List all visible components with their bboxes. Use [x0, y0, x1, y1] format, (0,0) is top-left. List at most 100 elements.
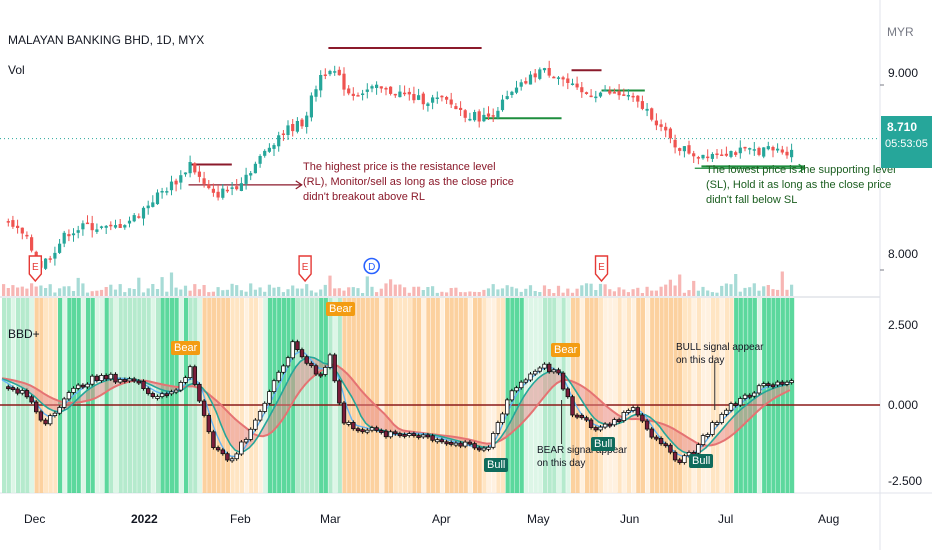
indicator-candle-body [341, 402, 347, 424]
indicator-candle-body [481, 447, 487, 451]
symbol-title[interactable]: MALAYAN BANKING BHD, 1D, MYX [8, 33, 205, 47]
indicator-band [2, 298, 7, 493]
volume-bar [188, 290, 192, 296]
volume-bar [533, 291, 537, 296]
candle-body [197, 171, 201, 177]
indicator-candle-body [104, 374, 109, 380]
bull-signal-tag[interactable]: Bull [484, 458, 509, 472]
volume-bar [766, 285, 770, 296]
candle-body [333, 71, 337, 73]
candle-body [696, 157, 700, 159]
indicator-candle-body [192, 366, 197, 385]
volume-bar [584, 283, 589, 296]
candle-body [239, 183, 243, 191]
candle-body [356, 95, 360, 97]
volume-bar [650, 290, 654, 296]
candle-body [300, 119, 304, 127]
earnings-marker-label: E [598, 262, 605, 273]
volume-bar [286, 289, 290, 296]
indicator-label[interactable]: BBD+ [8, 327, 40, 341]
volume-bar [281, 292, 285, 296]
candle-body [337, 69, 341, 76]
resistance-note-line-1: The highest price is the resistance leve… [303, 161, 496, 173]
volume-bar [202, 285, 206, 296]
indicator-candle-body [547, 363, 552, 373]
indicator-candle-body [509, 390, 515, 401]
indicator-band [123, 298, 128, 493]
indicator-candle-body [99, 374, 104, 381]
volume-bar [454, 287, 458, 296]
candle-body [431, 97, 435, 103]
price-candles[interactable] [6, 60, 794, 270]
indicator-band [440, 298, 445, 493]
indicator-candle-body [327, 354, 333, 368]
volume-bar [151, 284, 155, 296]
volume-bar [566, 288, 570, 296]
indicator-candle-body [85, 383, 90, 388]
candle-body [463, 110, 467, 118]
bear-signal-tag[interactable]: Bear [551, 343, 581, 357]
candle-body [249, 173, 253, 176]
indicator-band [692, 298, 697, 493]
indicator-candle-body [780, 381, 785, 385]
volume-bar [379, 288, 383, 296]
indicator-band [62, 298, 67, 493]
indicator-cloud [2, 357, 790, 454]
indicator-band [393, 298, 398, 493]
bull-signal-tag[interactable]: Bull [591, 437, 616, 451]
indicator-candle-body [556, 369, 561, 374]
bear-signal-tag[interactable]: Bear [326, 302, 356, 316]
indicator-band [109, 298, 114, 493]
bear-signal-note-line-1: BEAR signal appear [537, 445, 628, 456]
indicator-band [347, 298, 352, 493]
candle-body [263, 150, 267, 156]
indicator-candle-body [663, 443, 668, 447]
volume-bar [486, 288, 491, 296]
indicator-candle-body [579, 414, 584, 419]
indicator-candle-body [462, 441, 468, 447]
indicator-band [137, 298, 142, 493]
candle-body [389, 86, 393, 94]
candle-body [81, 223, 85, 230]
time-label-aug: Aug [818, 512, 840, 526]
candle-body [682, 146, 686, 152]
bull-signal-tag[interactable]: Bull [689, 454, 714, 468]
indicator-candle-body [66, 392, 72, 400]
candle-body [305, 115, 309, 127]
event-markers[interactable]: E E ED [28, 255, 609, 283]
indicator-candle-body [369, 427, 375, 431]
indicator-band [682, 298, 687, 493]
volume-bar [603, 284, 607, 296]
indicator-band [594, 298, 599, 493]
indicator-candle-body [239, 441, 244, 455]
earnings-marker [594, 255, 609, 283]
indicator-band [412, 298, 417, 493]
indicator-candle-body [309, 362, 314, 366]
indicator-candle-body [229, 458, 235, 462]
indicator-band [407, 298, 412, 493]
indicator-candle-body [612, 419, 617, 426]
last-price-value: 8.710 [887, 120, 918, 134]
candle-body [720, 154, 724, 156]
volume-bar [155, 289, 160, 296]
indicator-band [575, 298, 580, 493]
indicator-band [141, 298, 147, 493]
candle-body [519, 82, 523, 87]
volume-bar [687, 290, 691, 296]
candle-body [71, 233, 76, 236]
bear-signal-tag[interactable]: Bear [171, 341, 201, 355]
candle-body [780, 149, 784, 153]
support-note-line-2: (SL), Hold it as long as the close price [706, 179, 892, 191]
volume-label[interactable]: Vol [8, 63, 25, 77]
candle-body [421, 93, 425, 105]
volume-bar [417, 286, 421, 296]
resistance-note: The highest price is the resistance leve… [303, 160, 514, 205]
volume-bar [449, 288, 453, 296]
indicator-band [6, 298, 11, 493]
indicator-candle-body [253, 419, 258, 430]
volume-bar [482, 289, 486, 296]
volume-bar [514, 288, 519, 296]
indicator-candle-body [304, 356, 309, 364]
indicator-candle-body [281, 365, 286, 373]
